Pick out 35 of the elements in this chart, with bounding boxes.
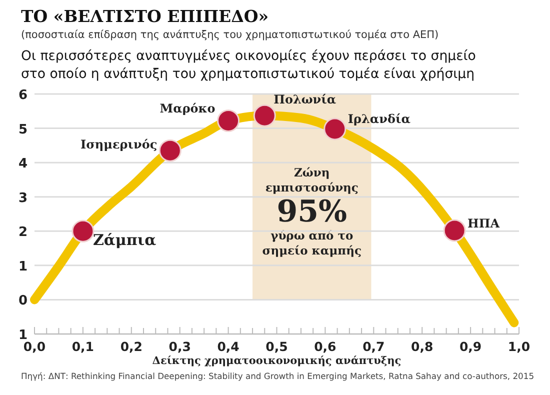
annotation: Μαρόκο bbox=[160, 102, 216, 116]
x-tick-label: 1,0 bbox=[508, 339, 530, 354]
chart-title: ΤΟ «ΒΕΛΤΙΣΤΟ ΕΠΙΠΕΔΟ» bbox=[21, 7, 269, 26]
text: Πηγή: ΔΝΤ: Rethinking Financial Deepening: Stability and Growth in Emerging Markets, Ratna Sahay and co-authors, 2015 bbox=[21, 371, 534, 381]
chart-subtitle: (ποσοστιαία επίδραση της ανάπτυξης του χρηματοπιστωτικού τομέα στο ΑΕΠ) bbox=[21, 29, 439, 41]
y-tick-label: 2 bbox=[18, 225, 28, 240]
annotation: Ζάμπια bbox=[92, 231, 157, 250]
y-tick-label: 5 bbox=[18, 122, 28, 138]
annotation: ΗΠΑ bbox=[468, 216, 500, 230]
point bbox=[158, 139, 182, 162]
x-tick-label: 0,2 bbox=[120, 339, 142, 354]
x-tick-label: 0,4 bbox=[217, 339, 240, 354]
y-tick-label: 1 bbox=[18, 259, 28, 274]
x-tick-label: 0,1 bbox=[72, 339, 94, 354]
y-tick-label: 0 bbox=[18, 294, 28, 309]
y-tick-label: 3 bbox=[18, 190, 28, 206]
x-tick-label: 0,3 bbox=[168, 339, 191, 354]
x-tick-label: 0,5 bbox=[266, 339, 288, 354]
point bbox=[253, 104, 276, 127]
x-axis-title: Δείκτης χρηματοοικονομικής ανάπτυξης bbox=[152, 355, 402, 367]
band-label: Ζώνη εμπιστοσύνης 95% γύρω από το σημείο καμπής bbox=[262, 165, 362, 258]
annotation: Πολωνία bbox=[274, 92, 336, 107]
x-tick-label: 0,7 bbox=[362, 339, 385, 354]
x-tick-label: 0,9 bbox=[459, 339, 482, 354]
point bbox=[72, 220, 94, 242]
text: Οι περισσότερες αναπτυγμένες οικονομίες έχουν περάσει το σημείο στο οποίο η ανάπτυξη του χρηματοπιστωτικού τομέα είναι χρήσιμη bbox=[21, 49, 476, 82]
y-tick-label: 6 bbox=[18, 88, 28, 103]
annotation: Ισημερινός bbox=[80, 138, 158, 152]
x-tick-label: 0,6 bbox=[314, 339, 337, 354]
annotation: Ιρλανδία bbox=[348, 112, 411, 126]
point bbox=[217, 109, 240, 132]
y-tick-label: 4 bbox=[18, 156, 28, 172]
x-tick-label: 0,8 bbox=[411, 339, 434, 354]
point bbox=[443, 219, 466, 242]
point bbox=[324, 118, 346, 140]
